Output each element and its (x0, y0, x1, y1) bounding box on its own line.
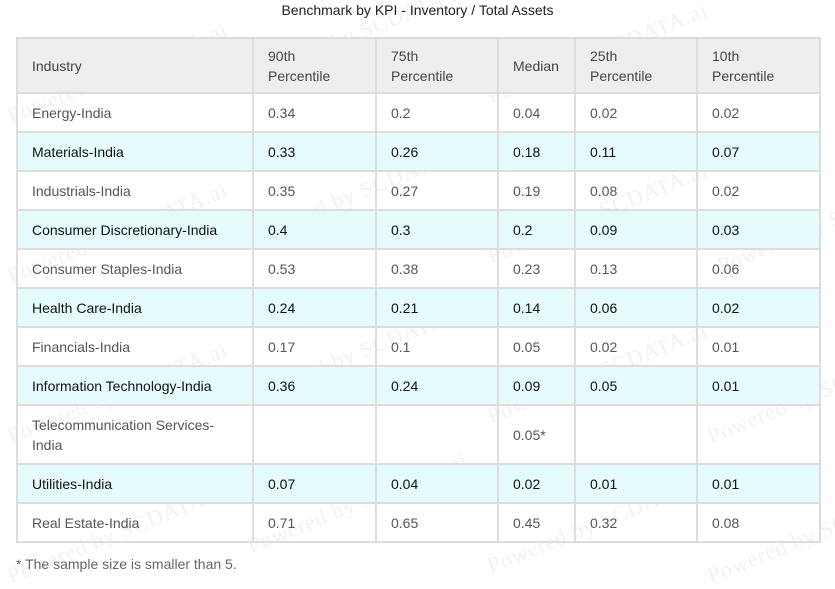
p90-cell: 0.35 (252, 170, 377, 211)
p10-cell (696, 404, 821, 465)
p90-cell: 0.33 (252, 131, 377, 172)
p75-cell: 0.21 (375, 287, 499, 328)
p10-cell: 0.01 (696, 326, 821, 367)
p25-cell: 0.06 (574, 287, 698, 328)
header-10th-percentile: 10th Percentile (696, 37, 821, 94)
median-cell: 0.2 (497, 209, 576, 250)
table-row: Consumer Discretionary-India 0.4 0.3 0.2… (16, 209, 821, 250)
footnote: * The sample size is smaller than 5. (16, 556, 237, 572)
p75-cell: 0.3 (375, 209, 499, 250)
median-cell: 0.04 (497, 92, 576, 133)
p25-cell: 0.02 (574, 326, 698, 367)
p90-cell: 0.4 (252, 209, 377, 250)
header-75th-percentile: 75th Percentile (375, 37, 499, 94)
median-cell: 0.05 (497, 326, 576, 367)
table-row: Health Care-India 0.24 0.21 0.14 0.06 0.… (16, 287, 821, 328)
p25-cell: 0.09 (574, 209, 698, 250)
header-row: Industry 90th Percentile 75th Percentile… (16, 37, 821, 94)
median-cell: 0.09 (497, 365, 576, 406)
median-cell: 0.45 (497, 502, 576, 543)
table-row: Industrials-India 0.35 0.27 0.19 0.08 0.… (16, 170, 821, 211)
industry-cell: Consumer Staples-India (16, 248, 254, 289)
p10-cell: 0.01 (696, 365, 821, 406)
benchmark-table: Industry 90th Percentile 75th Percentile… (16, 37, 821, 543)
table-row: Telecommunication Services-India 0.05* (16, 404, 821, 465)
p25-cell: 0.02 (574, 92, 698, 133)
benchmark-table-container: Industry 90th Percentile 75th Percentile… (16, 37, 821, 543)
p90-cell: 0.36 (252, 365, 377, 406)
p25-cell: 0.32 (574, 502, 698, 543)
p10-cell: 0.08 (696, 502, 821, 543)
table-row: Energy-India 0.34 0.2 0.04 0.02 0.02 (16, 92, 821, 133)
p25-cell: 0.13 (574, 248, 698, 289)
median-cell: 0.02 (497, 463, 576, 504)
p25-cell: 0.01 (574, 463, 698, 504)
p90-cell: 0.07 (252, 463, 377, 504)
p90-cell: 0.34 (252, 92, 377, 133)
industry-cell: Industrials-India (16, 170, 254, 211)
industry-cell: Financials-India (16, 326, 254, 367)
p10-cell: 0.02 (696, 170, 821, 211)
p10-cell: 0.07 (696, 131, 821, 172)
table-row: Materials-India 0.33 0.26 0.18 0.11 0.07 (16, 131, 821, 172)
p75-cell: 0.38 (375, 248, 499, 289)
p90-cell: 0.71 (252, 502, 377, 543)
industry-cell: Real Estate-India (16, 502, 254, 543)
industry-cell: Materials-India (16, 131, 254, 172)
industry-cell: Energy-India (16, 92, 254, 133)
header-25th-percentile: 25th Percentile (574, 37, 698, 94)
p90-cell: 0.53 (252, 248, 377, 289)
p25-cell: 0.08 (574, 170, 698, 211)
industry-cell: Information Technology-India (16, 365, 254, 406)
p90-cell: 0.17 (252, 326, 377, 367)
table-row: Real Estate-India 0.71 0.65 0.45 0.32 0.… (16, 502, 821, 543)
table-row: Consumer Staples-India 0.53 0.38 0.23 0.… (16, 248, 821, 289)
p10-cell: 0.02 (696, 287, 821, 328)
p25-cell: 0.11 (574, 131, 698, 172)
p75-cell: 0.1 (375, 326, 499, 367)
industry-cell: Consumer Discretionary-India (16, 209, 254, 250)
page-title: Benchmark by KPI - Inventory / Total Ass… (281, 2, 554, 18)
p75-cell: 0.24 (375, 365, 499, 406)
table-row: Information Technology-India 0.36 0.24 0… (16, 365, 821, 406)
p75-cell: 0.65 (375, 502, 499, 543)
p25-cell (574, 404, 698, 465)
p10-cell: 0.02 (696, 92, 821, 133)
p90-cell (252, 404, 377, 465)
industry-cell: Telecommunication Services-India (16, 404, 254, 465)
table-row: Utilities-India 0.07 0.04 0.02 0.01 0.01 (16, 463, 821, 504)
p75-cell: 0.04 (375, 463, 499, 504)
header-90th-percentile: 90th Percentile (252, 37, 377, 94)
median-cell: 0.14 (497, 287, 576, 328)
p75-cell: 0.27 (375, 170, 499, 211)
p10-cell: 0.06 (696, 248, 821, 289)
industry-cell: Utilities-India (16, 463, 254, 504)
p75-cell: 0.26 (375, 131, 499, 172)
p10-cell: 0.01 (696, 463, 821, 504)
header-median: Median (497, 37, 576, 94)
median-cell: 0.18 (497, 131, 576, 172)
p10-cell: 0.03 (696, 209, 821, 250)
p75-cell: 0.2 (375, 92, 499, 133)
industry-cell: Health Care-India (16, 287, 254, 328)
median-cell: 0.05* (497, 404, 576, 465)
header-industry: Industry (16, 37, 254, 94)
p90-cell: 0.24 (252, 287, 377, 328)
median-cell: 0.19 (497, 170, 576, 211)
p75-cell (375, 404, 499, 465)
table-row: Financials-India 0.17 0.1 0.05 0.02 0.01 (16, 326, 821, 367)
median-cell: 0.23 (497, 248, 576, 289)
p25-cell: 0.05 (574, 365, 698, 406)
